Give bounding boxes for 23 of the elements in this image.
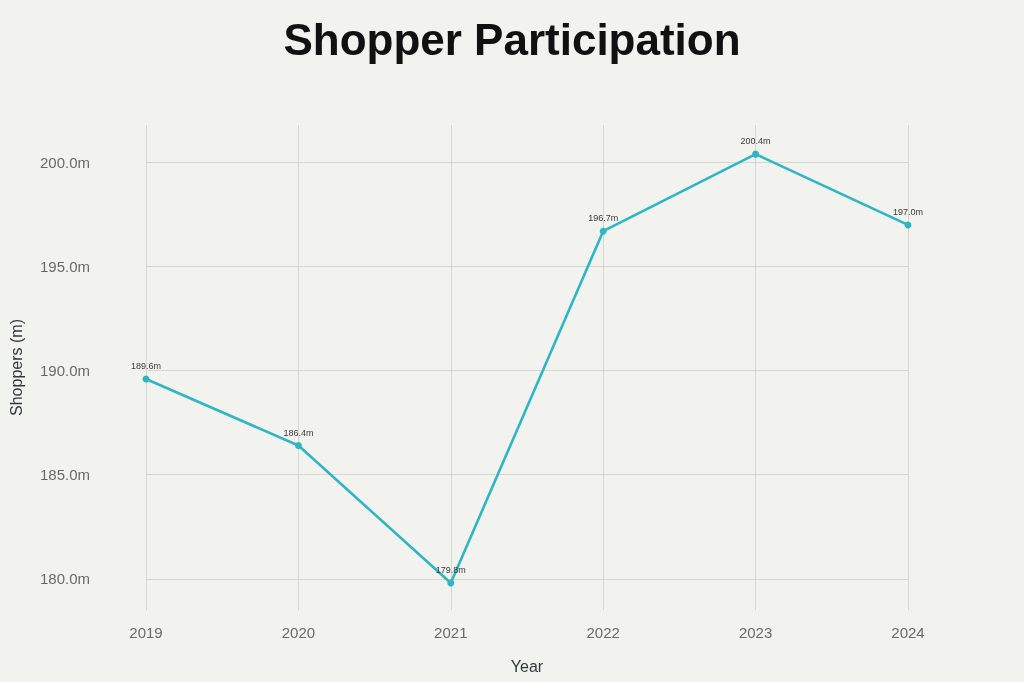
chart-title: Shopper Participation (283, 14, 741, 64)
x-tick-label: 2022 (586, 624, 620, 641)
data-label: 200.4m (740, 136, 771, 147)
point (294, 442, 302, 450)
y-tick-label: 190.0m (39, 362, 90, 380)
x-axis-title: Year (510, 657, 544, 675)
x-tick-label: 2021 (434, 624, 468, 641)
point (447, 579, 455, 587)
x-tick-label: 2023 (738, 624, 773, 641)
y-tick-label: 200.0m (39, 153, 90, 171)
data-label: 197.0m (892, 206, 924, 217)
y-tick-label: 180.0m (39, 570, 90, 588)
y-tick-label: 185.0m (39, 466, 90, 484)
data-label: 189.6m (130, 360, 162, 371)
x-tick-label: 2019 (129, 624, 163, 641)
x-tick-label: 2020 (281, 624, 316, 641)
point (752, 150, 760, 158)
y-tick-label: 195.0m (39, 258, 90, 276)
point (599, 227, 607, 235)
data-label: 186.4m (283, 427, 314, 438)
y-axis-title: Shoppers (m) (7, 319, 25, 416)
x-tick-label: 2024 (891, 624, 925, 641)
data-label: 196.7m (588, 213, 619, 224)
